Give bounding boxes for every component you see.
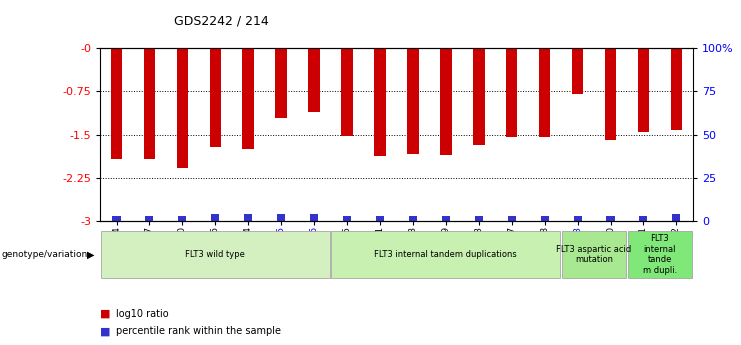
Bar	[508, 216, 516, 221]
Bar	[374, 48, 386, 156]
Bar	[475, 216, 483, 221]
Bar	[176, 48, 188, 168]
Text: ■: ■	[100, 309, 110, 319]
Bar	[606, 216, 614, 221]
Bar	[211, 214, 219, 221]
Bar	[442, 216, 450, 221]
Text: ■: ■	[100, 326, 110, 336]
Bar	[242, 48, 254, 149]
Bar	[605, 48, 617, 140]
Bar	[639, 216, 648, 221]
Bar	[473, 48, 485, 145]
Bar	[276, 48, 287, 118]
Text: FLT3 wild type: FLT3 wild type	[185, 250, 245, 259]
Text: ▶: ▶	[87, 249, 95, 259]
Bar	[541, 216, 548, 221]
Bar	[409, 216, 417, 221]
Bar	[506, 48, 517, 137]
Bar	[210, 48, 221, 147]
Bar	[671, 48, 682, 130]
Bar	[376, 216, 384, 221]
Bar	[672, 214, 680, 221]
Bar	[144, 48, 155, 159]
Bar	[110, 48, 122, 159]
Bar	[245, 214, 252, 221]
Text: FLT3 internal tandem duplications: FLT3 internal tandem duplications	[374, 250, 517, 259]
Text: FLT3 aspartic acid
mutation: FLT3 aspartic acid mutation	[556, 245, 631, 264]
Bar	[572, 48, 583, 94]
Text: GDS2242 / 214: GDS2242 / 214	[174, 14, 269, 28]
Bar	[310, 214, 318, 221]
Bar	[113, 216, 121, 221]
Text: genotype/variation: genotype/variation	[1, 250, 87, 259]
Text: FLT3
internal
tande
m dupli.: FLT3 internal tande m dupli.	[642, 234, 677, 275]
Bar	[342, 48, 353, 136]
Bar	[145, 216, 153, 221]
Text: percentile rank within the sample: percentile rank within the sample	[116, 326, 282, 336]
Bar	[407, 48, 419, 154]
Bar	[638, 48, 649, 132]
Bar	[440, 48, 451, 155]
Text: log10 ratio: log10 ratio	[116, 309, 169, 319]
Bar	[574, 216, 582, 221]
Bar	[539, 48, 551, 137]
Bar	[343, 216, 351, 221]
Bar	[308, 48, 320, 111]
Bar	[179, 216, 187, 221]
Bar	[277, 214, 285, 221]
